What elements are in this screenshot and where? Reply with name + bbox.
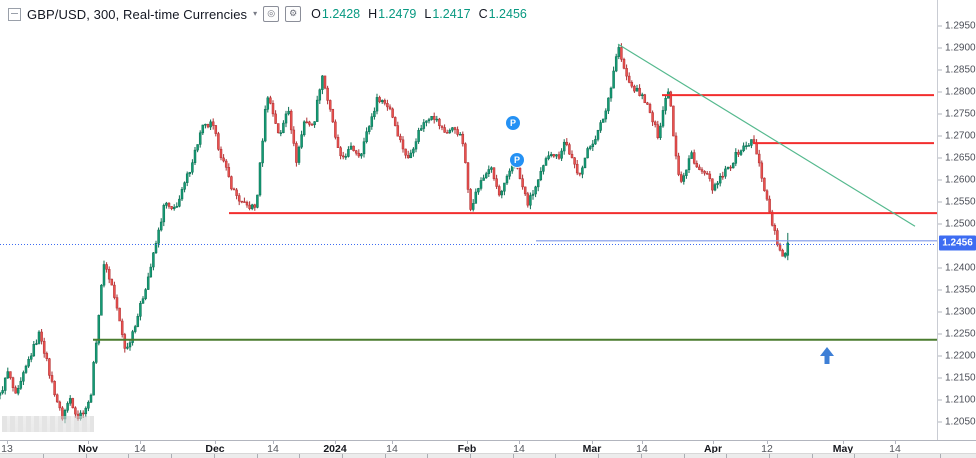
price-axis-label: 1.2300	[938, 306, 976, 317]
price-axis-label: 1.2150	[938, 372, 976, 383]
price-axis-label: 1.2800	[938, 86, 976, 97]
strip-tick	[43, 454, 44, 458]
collapse-panel-icon[interactable]	[8, 7, 21, 21]
time-axis-label: 14	[134, 443, 146, 455]
time-axis-label: 14	[889, 443, 901, 455]
bottom-scroll-strip	[0, 453, 976, 458]
price-axis[interactable]: 1.2456 1.2950 1.2900 1.2850 1.2800 1.2750 1.2…	[937, 0, 976, 440]
chart-legend: GBP/USD, 300, Real-time Currencies ▾ ◎ ⚙…	[8, 6, 527, 22]
close-value: 1.2456	[488, 7, 527, 21]
time-axis-tick	[215, 441, 216, 444]
time-axis-label: 14	[513, 443, 525, 455]
close-label: C	[478, 7, 488, 21]
price-axis-label: 1.2850	[938, 64, 976, 75]
symbol-title[interactable]: GBP/USD, 300, Real-time Currencies	[27, 6, 248, 22]
low-label: L	[424, 7, 432, 21]
strip-tick	[555, 454, 556, 458]
strip-tick	[299, 454, 300, 458]
time-axis-label: 2024	[323, 443, 347, 455]
time-axis-tick	[843, 441, 844, 444]
time-axis-tick	[88, 441, 89, 444]
price-axis-label: 1.2250	[938, 328, 976, 339]
time-axis-label: Nov	[78, 443, 98, 455]
up-arrow-marker[interactable]	[820, 347, 834, 364]
time-axis-tick	[895, 441, 896, 444]
price-axis-label: 1.2050	[938, 416, 976, 427]
price-axis-label: 1.2400	[938, 262, 976, 273]
open-label: O	[311, 7, 321, 21]
price-axis-label: 1.2950	[938, 20, 976, 31]
price-alert-marker[interactable]: P	[510, 153, 524, 167]
strip-tick	[257, 454, 258, 458]
time-axis-tick	[140, 441, 141, 444]
open-value: 1.2428	[321, 7, 361, 21]
time-axis[interactable]: 13 Nov 14 Dec 14 2024 14 Feb 14 Mar 14 Apr 12 May 14	[0, 440, 976, 455]
descending-trendline[interactable]	[617, 43, 916, 227]
time-axis-tick	[642, 441, 643, 444]
time-axis-label: May	[832, 443, 854, 455]
time-axis-tick	[767, 441, 768, 444]
strip-tick	[726, 454, 727, 458]
time-axis-tick	[335, 441, 336, 444]
time-axis-tick	[519, 441, 520, 444]
strip-tick	[769, 454, 770, 458]
price-axis-label: 1.2200	[938, 350, 976, 361]
price-axis-label: 1.2350	[938, 284, 976, 295]
candles	[0, 43, 790, 424]
strip-tick	[684, 454, 685, 458]
chart-pane[interactable]	[0, 0, 937, 440]
last-price-label: 1.2456	[939, 235, 976, 251]
price-axis-label: 1.2100	[938, 394, 976, 405]
time-axis-label: 14	[267, 443, 279, 455]
price-axis-label: 1.2700	[938, 130, 976, 141]
strip-tick	[513, 454, 514, 458]
ohlc-readout: O 1.2428 H 1.2479 L 1.2417 C 1.2456	[311, 7, 527, 21]
time-axis-tick	[592, 441, 593, 444]
time-axis-label: 14	[386, 443, 398, 455]
strip-tick	[470, 454, 471, 458]
time-axis-label: 12	[761, 443, 773, 455]
time-axis-tick	[7, 441, 8, 444]
strip-tick	[342, 454, 343, 458]
high-label: H	[368, 7, 378, 21]
time-axis-label: 14	[636, 443, 648, 455]
strip-tick	[812, 454, 813, 458]
strip-tick	[171, 454, 172, 458]
price-axis-label: 1.2750	[938, 108, 976, 119]
strip-tick	[128, 454, 129, 458]
strip-tick	[86, 454, 87, 458]
watermark	[2, 416, 94, 432]
strip-tick	[854, 454, 855, 458]
price-axis-label: 1.2600	[938, 174, 976, 185]
strip-tick	[427, 454, 428, 458]
price-axis-label: 1.2650	[938, 152, 976, 163]
price-axis-label: 1.2900	[938, 42, 976, 53]
strip-tick	[897, 454, 898, 458]
time-axis-tick	[273, 441, 274, 444]
time-axis-tick	[713, 441, 714, 444]
time-axis-label: Mar	[582, 443, 602, 455]
strip-tick	[598, 454, 599, 458]
strip-tick	[214, 454, 215, 458]
price-alert-marker[interactable]: P	[506, 116, 520, 130]
strip-tick	[385, 454, 386, 458]
time-axis-label: Feb	[457, 443, 477, 455]
time-axis-label: Apr	[703, 443, 723, 455]
eye-icon[interactable]: ◎	[263, 6, 280, 22]
time-axis-tick	[467, 441, 468, 444]
time-axis-tick	[392, 441, 393, 444]
low-value: 1.2417	[432, 7, 471, 21]
time-axis-label: Dec	[205, 443, 225, 455]
high-value: 1.2479	[378, 7, 417, 21]
price-axis-label: 1.2500	[938, 218, 976, 229]
strip-tick	[940, 454, 941, 458]
settings-icon[interactable]: ⚙	[285, 6, 302, 22]
chevron-down-icon[interactable]: ▾	[253, 9, 258, 18]
strip-tick	[641, 454, 642, 458]
time-axis-label: 13	[1, 443, 13, 455]
price-axis-label: 1.2550	[938, 196, 976, 207]
